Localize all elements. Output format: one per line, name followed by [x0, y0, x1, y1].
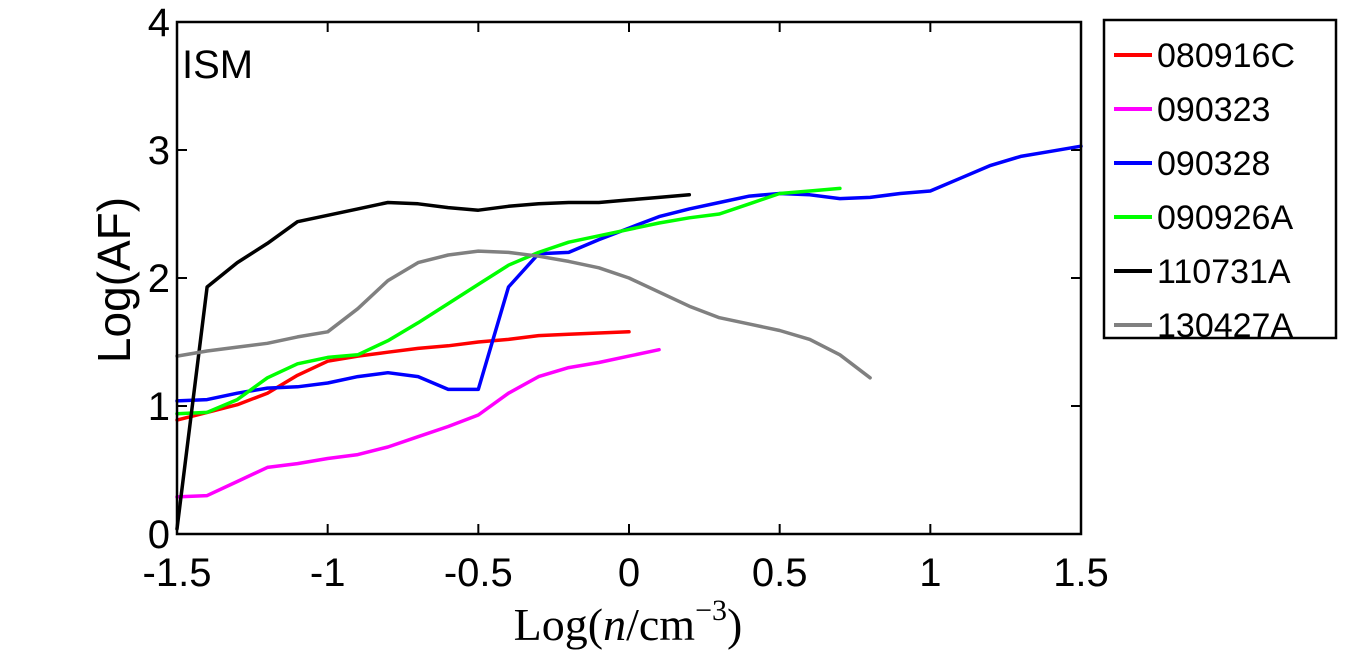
legend-label-110731A: 110731A [1157, 253, 1291, 291]
legend-label-090323: 090323 [1157, 91, 1270, 129]
y-tick-label: 1 [148, 385, 170, 429]
x-axis-title-var: n [603, 599, 626, 650]
y-tick-label: 0 [148, 513, 170, 557]
x-tick-label: 1.5 [1053, 551, 1109, 595]
y-tick-label: 4 [148, 1, 170, 45]
annotation-label: ISM [182, 43, 253, 87]
y-tick-label: 2 [148, 257, 170, 301]
y-tick-label: 3 [148, 129, 170, 173]
x-tick-label: 0.5 [752, 551, 808, 595]
plot-frame [175, 20, 1083, 536]
x-tick-label: -1 [310, 551, 346, 595]
legend-label-130427A: 130427A [1157, 307, 1293, 345]
series-line-090328 [175, 144, 1083, 403]
x-tick-labels: -1.5 -1 -0.5 0 0.5 1 1.5 [143, 551, 1109, 595]
legend-items: 080916C 090323 090328 090926A 110731A 130427A [1114, 37, 1295, 345]
series-line-090323 [175, 347, 661, 499]
x-tick-label: -1.5 [143, 551, 212, 595]
legend-label-090926A: 090926A [1157, 199, 1293, 237]
series-layer [175, 144, 1083, 531]
x-axis-title-exponent: −3 [695, 594, 727, 627]
legend-label-080916C: 080916C [1157, 37, 1295, 75]
y-tick-labels: 0 1 2 3 4 [148, 1, 170, 557]
x-axis-title: Log(n/cm−3) [514, 594, 743, 650]
series-line-090926A [175, 186, 842, 416]
series-line-130427A [175, 249, 872, 380]
x-axis-title-prefix: Log( [514, 599, 603, 650]
x-axis-title-suffix: ) [727, 599, 742, 650]
series-line-080916C [175, 330, 631, 422]
x-axis-title-unit: /cm [626, 599, 695, 650]
y-axis-title: Log(AF) [88, 197, 140, 363]
x-tick-label: 0 [618, 551, 640, 595]
legend-label-090328: 090328 [1157, 145, 1270, 183]
x-tick-label: -0.5 [444, 551, 513, 595]
x-tick-label: 1 [919, 551, 941, 595]
series-line-110731A [175, 193, 692, 531]
legend-box [1102, 18, 1338, 340]
legend: 080916C 090323 090328 090926A 110731A 130427A [1102, 18, 1338, 345]
